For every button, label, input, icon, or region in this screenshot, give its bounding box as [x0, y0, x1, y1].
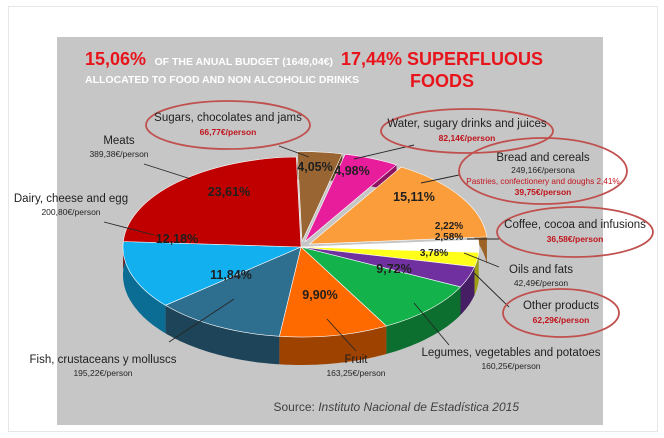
- leader-line-bread: [420, 174, 460, 184]
- slice-side-legumes: [386, 286, 461, 354]
- slice-side-oils: [474, 252, 479, 295]
- source-name: Instituto Nacional de Estadística 2015: [318, 400, 519, 414]
- source-note: Source: Instituto Nacional de Estadístic…: [274, 400, 520, 414]
- pie-chart: 15,06% OF THE ANUAL BUDGET (1649,04€) AL…: [14, 37, 654, 425]
- slice-callouts: Meats 389,38€/person Sugars, chocolates an…: [14, 100, 654, 378]
- category-amount-coffee: 36,58€/person: [547, 234, 604, 244]
- leader-line-fish: [168, 298, 235, 343]
- slice-fruit: [279, 246, 387, 338]
- pct-label-other: 3,78%: [420, 248, 448, 259]
- superfluous-title-2: FOODS: [410, 71, 474, 91]
- category-name-fish: Fish, crustaceans y molluscs: [30, 354, 177, 366]
- leader-line-oils: [463, 252, 500, 268]
- category-name-coffee: Coffee, cocoa and infusions: [504, 219, 646, 231]
- pct-label-water: 4,98%: [334, 164, 369, 178]
- source-prefix: Source:: [274, 400, 319, 414]
- pct-label-oils: 2,58%: [435, 232, 463, 243]
- category-amount-fruit: 163,25€/person: [326, 368, 385, 378]
- category-name-dairy: Dairy, cheese and egg: [14, 193, 128, 205]
- leader-line-fruit: [326, 318, 357, 352]
- leader-line-meats: [143, 163, 192, 180]
- category-amount-fish: 195,22€/person: [73, 368, 132, 378]
- pastries-amount: 39,75€/person: [515, 187, 572, 197]
- category-amount-sugars: 66,77€/person: [200, 127, 257, 137]
- category-name-other: Other products: [523, 300, 599, 312]
- category-name-sugars: Sugars, chocolates and jams: [154, 112, 302, 124]
- pct-label-dairy: 12,18%: [156, 232, 198, 246]
- slice-side-other: [460, 266, 475, 315]
- pct-label-fish: 11,84%: [210, 268, 252, 282]
- category-name-bread: Bread and cereals: [496, 152, 590, 164]
- category-amount-oils: 42,49€/person: [514, 278, 569, 288]
- budget-title: 15,06% OF THE ANUAL BUDGET (1649,04€): [85, 49, 333, 69]
- leader-line-legumes: [413, 302, 450, 346]
- pastries-note: Pastries, confectionery and doughs 2,41%: [466, 177, 619, 186]
- leader-line-other: [473, 272, 510, 308]
- category-amount-bread: 249,16€/persona: [511, 165, 575, 175]
- slice-legumes: [300, 246, 462, 327]
- pct-label-fruit: 9,90%: [302, 288, 337, 302]
- highlight-ellipse-other: [502, 288, 620, 338]
- leader-line-sugars: [278, 145, 310, 158]
- superfluous-title: 17,44% SUPERFLUOUS: [341, 49, 543, 69]
- budget-pct: 15,06%: [85, 49, 146, 69]
- chart-frame: 15,06% OF THE ANUAL BUDGET (1649,04€) AL…: [8, 6, 658, 432]
- highlight-ellipse-coffee: [496, 206, 654, 258]
- highlight-ellipse-water: [380, 108, 554, 154]
- category-name-water: Water, sugary drinks and juices: [387, 118, 547, 130]
- slice-meats: [122, 156, 302, 248]
- slice-side-fish: [165, 305, 280, 365]
- highlight-ellipse-bread: [458, 137, 628, 205]
- slice-sugars: [296, 151, 343, 242]
- highlight-ellipse-sugars: [145, 100, 311, 150]
- slice-water: [304, 153, 398, 243]
- category-amount-water: 82,14€/person: [439, 133, 496, 143]
- leader-line-dairy: [103, 221, 155, 236]
- category-name-oils: Oils and fats: [509, 264, 573, 276]
- category-name-meats: Meats: [103, 135, 135, 147]
- slice-bread: [308, 166, 488, 245]
- pct-label-legumes: 9,72%: [376, 262, 411, 276]
- pct-label-bread: 15,11%: [393, 190, 435, 204]
- pct-label-sugars: 4,05%: [297, 160, 332, 174]
- pct-label-coffee: 2,22%: [435, 221, 463, 232]
- slice-fish: [164, 246, 302, 337]
- category-amount-other: 62,29€/person: [533, 315, 590, 325]
- category-amount-dairy: 200,80€/person: [41, 207, 100, 217]
- budget-text: OF THE ANUAL BUDGET (1649,04€): [155, 56, 334, 68]
- pie-slices: 4,05% 4,98% 15,11% 2,22%2,58% 3,78% 9,72% 9,90…: [122, 151, 488, 365]
- category-name-legumes: Legumes, vegetables and potatoes: [421, 347, 600, 359]
- budget-subtitle: ALLOCATED TO FOOD AND NON ALCOHOLIC DRIN…: [85, 74, 359, 86]
- category-name-fruit: Fruit: [345, 354, 369, 366]
- slice-dairy: [122, 241, 302, 306]
- pct-label-meats: 23,61%: [208, 185, 250, 199]
- category-amount-legumes: 160,25€/person: [481, 361, 540, 371]
- category-amount-meats: 389,38€/person: [89, 149, 148, 159]
- leader-line-water: [353, 144, 415, 160]
- slice-side-fruit: [279, 326, 387, 365]
- slice-side-dairy: [123, 241, 166, 334]
